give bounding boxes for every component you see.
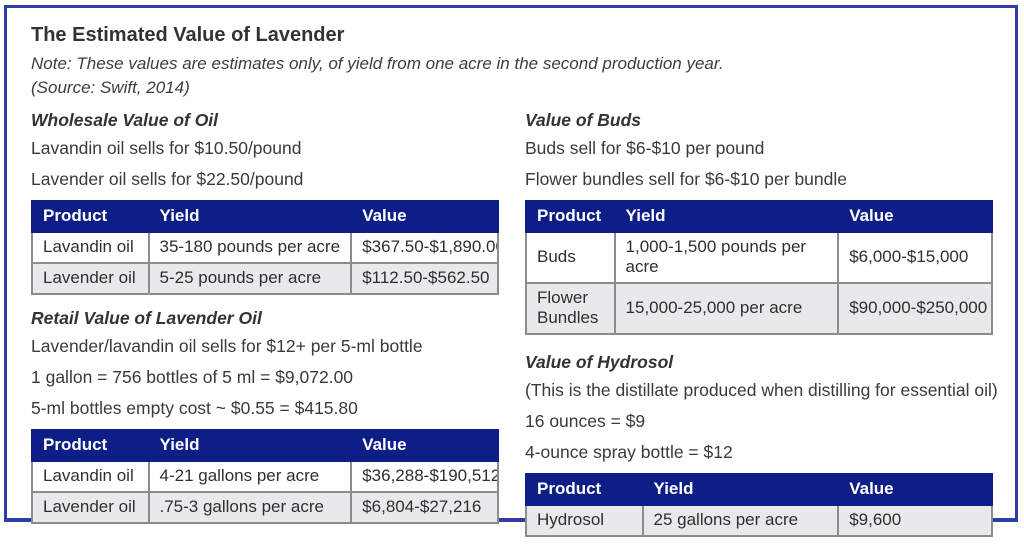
doc-source: (Source: Swift, 2014) — [31, 78, 190, 97]
column-header-value: Value — [837, 473, 993, 506]
body-line: Flower bundles sell for $6-$10 per bundl… — [525, 169, 847, 189]
body-line: (This is the distillate produced when di… — [525, 380, 998, 400]
left-column: Wholesale Value of Oil Lavandin oil sell… — [31, 110, 499, 550]
body-line: 16 ounces = $9 — [525, 411, 646, 431]
cell-value: $36,288-$190,512 — [350, 460, 499, 493]
body-line: 5-ml bottles empty cost ~ $0.55 = $415.8… — [31, 398, 358, 418]
body-line: 4-ounce spray bottle = $12 — [525, 442, 733, 462]
cell-value: $90,000-$250,000 — [837, 282, 993, 335]
cell-product: Lavandin oil — [31, 460, 150, 493]
cell-product: Lavandin oil — [31, 231, 150, 264]
table-row: Buds 1,000-1,500 pounds per acre $6,000-… — [525, 231, 993, 284]
body-line: Lavender/lavandin oil sells for $12+ per… — [31, 336, 423, 356]
cell-yield: 35-180 pounds per acre — [147, 231, 353, 264]
column-header-value: Value — [350, 429, 499, 462]
section-heading: Retail Value of Lavender Oil — [31, 308, 262, 328]
cell-yield: 25 gallons per acre — [641, 504, 840, 537]
table-row: Lavandin oil 4-21 gallons per acre $36,2… — [31, 460, 499, 493]
cell-product: Flower Bundles — [525, 282, 616, 335]
page-title: The Estimated Value of Lavender — [31, 24, 345, 46]
table-row: Lavandin oil 35-180 pounds per acre $367… — [31, 231, 499, 264]
cell-value: $112.50-$562.50 — [350, 262, 499, 295]
cell-value: $6,000-$15,000 — [837, 231, 993, 284]
column-header-product: Product — [525, 473, 644, 506]
cell-product: Lavender oil — [31, 262, 150, 295]
section-heading: Wholesale Value of Oil — [31, 110, 219, 130]
body-line: Buds sell for $6-$10 per pound — [525, 138, 765, 158]
table-header-row: Product Yield Value — [525, 200, 993, 233]
cell-value: $9,600 — [837, 504, 993, 537]
doc-note: Note: These values are estimates only, o… — [31, 54, 724, 73]
wholesale-oil-table: Product Yield Value Lavandin oil 35-180 … — [31, 200, 499, 295]
section-retail-value-of-lavender-oil: Retail Value of Lavender Oil Lavender/la… — [31, 308, 499, 524]
column-header-product: Product — [31, 200, 150, 233]
buds-table: Product Yield Value Buds 1,000-1,500 pou… — [525, 200, 993, 335]
right-column: Value of Buds Buds sell for $6-$10 per p… — [525, 110, 998, 550]
table-row: Flower Bundles 15,000-25,000 per acre $9… — [525, 282, 993, 335]
section-heading: Value of Buds — [525, 110, 642, 130]
body-line: Lavender oil sells for $22.50/pound — [31, 169, 304, 189]
table-header-row: Product Yield Value — [525, 473, 993, 506]
two-column-layout: Wholesale Value of Oil Lavandin oil sell… — [31, 110, 998, 550]
hydrosol-table: Product Yield Value Hydrosol 25 gallons … — [525, 473, 993, 537]
column-header-yield: Yield — [147, 429, 353, 462]
body-line: 1 gallon = 756 bottles of 5 ml = $9,072.… — [31, 367, 354, 387]
column-header-product: Product — [525, 200, 616, 233]
body-line: Lavandin oil sells for $10.50/pound — [31, 138, 302, 158]
cell-product: Lavender oil — [31, 491, 150, 524]
cell-yield: 1,000-1,500 pounds per acre — [613, 231, 840, 284]
column-header-product: Product — [31, 429, 150, 462]
table-row: Lavender oil 5-25 pounds per acre $112.5… — [31, 262, 499, 295]
table-header-row: Product Yield Value — [31, 429, 499, 462]
cell-value: $6,804-$27,216 — [350, 491, 499, 524]
document-frame: The Estimated Value of Lavender Note: Th… — [4, 5, 1018, 537]
column-header-value: Value — [837, 200, 993, 233]
cell-yield: 15,000-25,000 per acre — [613, 282, 840, 335]
cell-product: Hydrosol — [525, 504, 644, 537]
cell-yield: 5-25 pounds per acre — [147, 262, 353, 295]
table-header-row: Product Yield Value — [31, 200, 499, 233]
column-header-yield: Yield — [613, 200, 840, 233]
retail-oil-table: Product Yield Value Lavandin oil 4-21 ga… — [31, 429, 499, 524]
cell-value: $367.50-$1,890.00 — [350, 231, 499, 264]
section-value-of-hydrosol: Value of Hydrosol (This is the distillat… — [525, 352, 998, 537]
cell-yield: 4-21 gallons per acre — [147, 460, 353, 493]
cell-yield: .75-3 gallons per acre — [147, 491, 353, 524]
section-wholesale-value-of-oil: Wholesale Value of Oil Lavandin oil sell… — [31, 110, 499, 295]
section-heading: Value of Hydrosol — [525, 352, 674, 372]
column-header-yield: Yield — [147, 200, 353, 233]
section-value-of-buds: Value of Buds Buds sell for $6-$10 per p… — [525, 110, 993, 335]
column-header-value: Value — [350, 200, 499, 233]
cell-product: Buds — [525, 231, 616, 284]
column-header-yield: Yield — [641, 473, 840, 506]
table-row: Lavender oil .75-3 gallons per acre $6,8… — [31, 491, 499, 524]
table-row: Hydrosol 25 gallons per acre $9,600 — [525, 504, 993, 537]
